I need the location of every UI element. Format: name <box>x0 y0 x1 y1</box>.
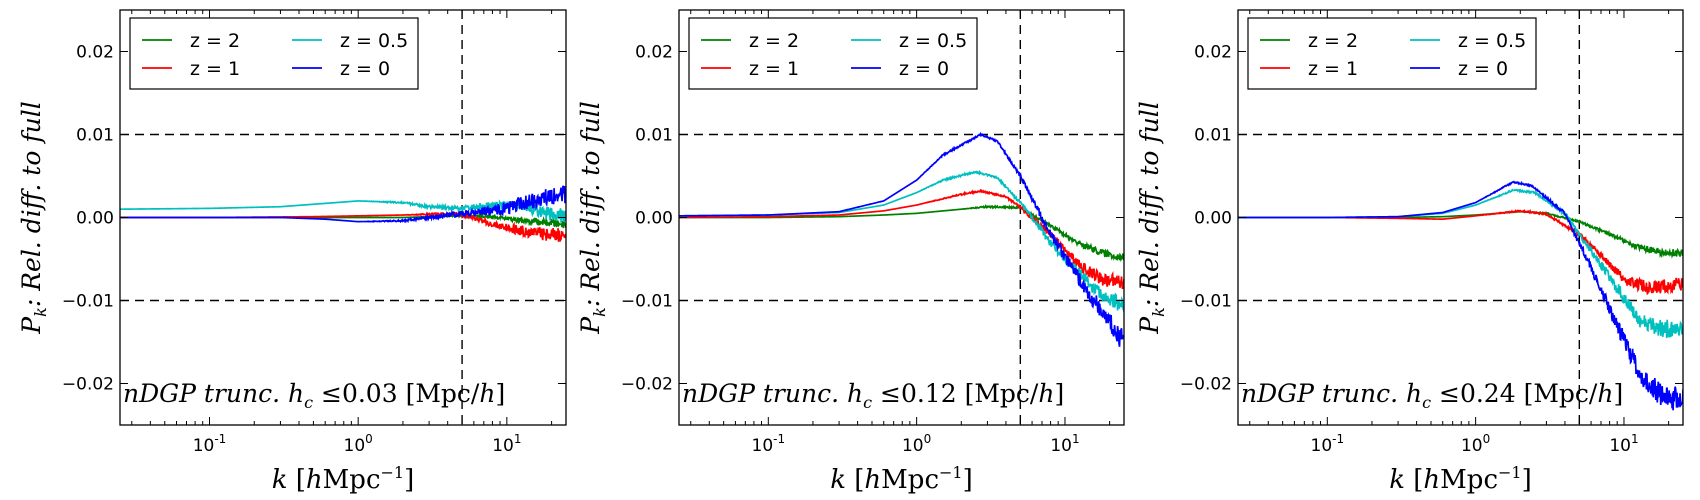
legend-label: z = 1 <box>749 58 799 80</box>
panel-annotation: nDGP trunc. hc ≤0.24 [Mpc/h] <box>1241 379 1623 412</box>
legend-label: z = 0 <box>1458 58 1508 80</box>
ytick-label: 0.01 <box>635 126 673 146</box>
legend-label: z = 1 <box>190 58 240 80</box>
x-axis-label: k [hMpc−1] <box>272 463 415 495</box>
series-line-z0 <box>120 185 566 224</box>
legend-label: z = 1 <box>1308 58 1358 80</box>
legend-box <box>1247 17 1537 90</box>
ytick-label: 0.02 <box>76 43 114 63</box>
panel-left: −0.02 −0.01 0.00 0.01 0.02 10-1 100 101 k [hMpc−… <box>17 9 567 495</box>
series-line-z2 <box>1238 210 1683 259</box>
y-axis-label: Pk: Rel. diff. to full <box>1135 101 1168 334</box>
ytick-label: 0.00 <box>76 209 114 229</box>
legend-label: z = 0 <box>340 58 390 80</box>
ytick-label: −0.02 <box>1180 375 1232 395</box>
xtick-label: 100 <box>1461 432 1490 456</box>
xtick-label: 101 <box>1050 432 1079 456</box>
series-line-z0 <box>679 131 1124 347</box>
legend-label: z = 2 <box>190 30 240 52</box>
panel-middle: −0.02 −0.01 0.00 0.01 0.02 10-1 100 101 k [hMpc−… <box>576 9 1125 495</box>
series-line-z0p5 <box>1238 188 1683 339</box>
ytick-label: −0.02 <box>62 375 114 395</box>
y-axis-label: Pk: Rel. diff. to full <box>576 101 609 334</box>
legend-label: z = 0 <box>899 58 949 80</box>
xtick-label: 10-1 <box>752 432 786 456</box>
xtick-label: 101 <box>492 432 521 456</box>
legend-label: z = 2 <box>1308 30 1358 52</box>
ytick-label: 0.01 <box>1194 126 1232 146</box>
panel-annotation: nDGP trunc. hc ≤0.03 [Mpc/h] <box>123 379 505 412</box>
series-line-z1 <box>1238 208 1683 296</box>
ytick-label: 0.00 <box>635 209 673 229</box>
series-line-z0 <box>1238 180 1683 411</box>
ytick-label: −0.01 <box>621 292 673 312</box>
x-axis-label: k [hMpc−1] <box>1389 463 1532 495</box>
legend-box <box>688 17 978 90</box>
legend: z = 2 z = 1 z = 0.5 z = 0 <box>1247 17 1537 90</box>
xtick-label: 101 <box>1609 432 1638 456</box>
panel-annotation: nDGP trunc. hc ≤0.12 [Mpc/h] <box>682 379 1064 412</box>
legend-box <box>129 17 419 90</box>
ytick-label: 0.02 <box>1194 43 1232 63</box>
legend: z = 2 z = 1 z = 0.5 z = 0 <box>688 17 978 90</box>
xtick-label: 100 <box>344 432 373 456</box>
ytick-label: 0.00 <box>1194 209 1232 229</box>
legend-label: z = 2 <box>749 30 799 52</box>
x-axis-label: k [hMpc−1] <box>830 463 973 495</box>
xtick-label: 10-1 <box>193 432 227 456</box>
ytick-label: 0.02 <box>635 43 673 63</box>
legend-label: z = 0.5 <box>1458 30 1526 52</box>
ytick-label: −0.01 <box>1180 292 1232 312</box>
ytick-label: 0.01 <box>76 126 114 146</box>
legend-label: z = 0.5 <box>340 30 408 52</box>
legend: z = 2 z = 1 z = 0.5 z = 0 <box>129 17 419 90</box>
y-axis-label: Pk: Rel. diff. to full <box>17 101 50 334</box>
ytick-label: −0.02 <box>621 375 673 395</box>
xtick-label: 100 <box>902 432 931 456</box>
legend-label: z = 0.5 <box>899 30 967 52</box>
series-line-z0p5 <box>120 197 566 224</box>
xtick-label: 10-1 <box>1311 432 1345 456</box>
panel-right: −0.02 −0.01 0.00 0.01 0.02 10-1 100 101 k [hMpc−… <box>1135 9 1684 495</box>
ytick-label: −0.01 <box>62 292 114 312</box>
